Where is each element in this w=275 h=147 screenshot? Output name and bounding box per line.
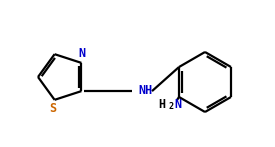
- Text: S: S: [49, 102, 56, 115]
- Text: N: N: [79, 47, 86, 60]
- Text: 2: 2: [168, 102, 173, 111]
- Text: NH: NH: [138, 84, 152, 97]
- Text: H: H: [158, 98, 165, 112]
- Text: N: N: [174, 98, 181, 112]
